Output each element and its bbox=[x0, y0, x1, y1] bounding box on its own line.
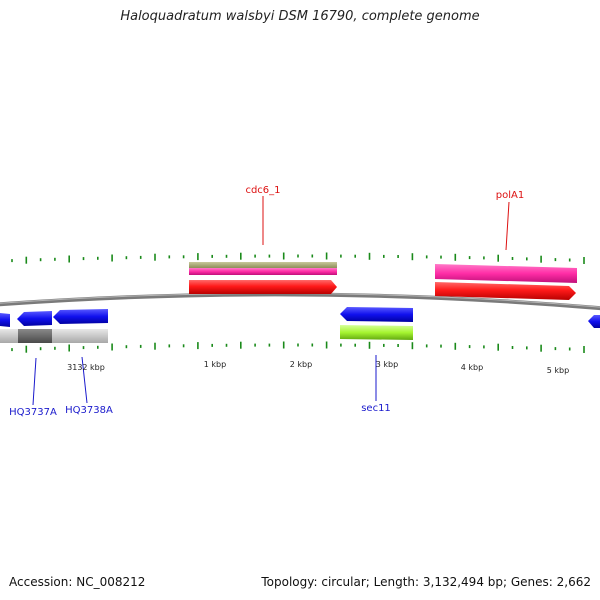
pola1-leader-line bbox=[505, 201, 510, 251]
scale-label-2kbp: 2 kbp bbox=[290, 360, 312, 369]
footer-stats: Topology: circular; Length: 3,132,494 bp… bbox=[261, 575, 591, 589]
scale-label-5kbp: 5 kbp bbox=[547, 366, 569, 375]
sec11-gene-arrow[interactable] bbox=[340, 307, 413, 322]
hq3737a-label[interactable]: HQ3737A bbox=[9, 407, 57, 418]
cdc6-pink-track bbox=[189, 268, 337, 275]
sec11-label[interactable]: sec11 bbox=[361, 403, 391, 414]
edge-blue-gene-right[interactable] bbox=[588, 315, 600, 328]
pola1-label[interactable]: polA1 bbox=[496, 190, 524, 201]
hq3738a-gene-arrow[interactable] bbox=[53, 309, 108, 324]
scale-label-3kbp: 3 kbp bbox=[376, 360, 398, 369]
hq3738a-label[interactable]: HQ3738A bbox=[65, 405, 113, 416]
sec11-lime-track bbox=[340, 325, 413, 340]
hq3738a-leader-line bbox=[81, 356, 88, 404]
scale-label-1kbp: 1 kbp bbox=[204, 360, 226, 369]
left-gray-track bbox=[0, 329, 108, 343]
lower-tick-row bbox=[11, 341, 585, 353]
left-dark-gray-track bbox=[18, 329, 52, 343]
cdc6-olive-track bbox=[189, 262, 337, 268]
pola1-gene-arrow[interactable] bbox=[435, 282, 576, 300]
cdc6-label[interactable]: cdc6_1 bbox=[245, 185, 280, 196]
map-title: Haloquadratum walsbyi DSM 16790, complet… bbox=[120, 9, 480, 24]
scale-label-4kbp: 4 kbp bbox=[461, 363, 483, 372]
upper-tick-row bbox=[11, 252, 585, 264]
edge-blue-gene-left[interactable] bbox=[0, 313, 10, 327]
cdc6-gene-arrow[interactable] bbox=[189, 280, 337, 294]
footer-accession: Accession: NC_008212 bbox=[9, 575, 146, 589]
hq3737a-leader-line bbox=[32, 357, 37, 406]
genome-backbone bbox=[0, 292, 600, 311]
pola1-pink-track bbox=[435, 264, 577, 283]
hq3737a-gene-arrow[interactable] bbox=[17, 311, 52, 326]
scale-label-3132kbp: 3132 kbp bbox=[67, 363, 105, 372]
